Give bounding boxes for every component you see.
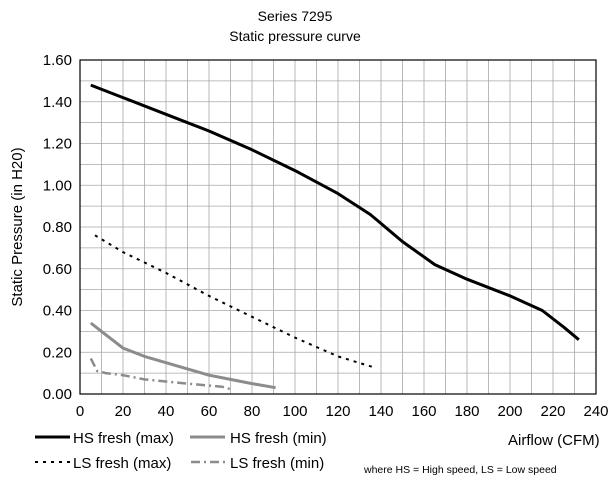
x-tick-label: 60 bbox=[201, 403, 218, 420]
y-tick-label: 0.40 bbox=[43, 303, 72, 320]
x-tick-label: 40 bbox=[158, 403, 175, 420]
x-tick-label: 20 bbox=[115, 403, 132, 420]
y-tick-label: 0.80 bbox=[43, 219, 72, 236]
series-line-1 bbox=[90, 83, 580, 341]
tick-labels: 0 20 40 60 80 100 120 140 160 180 200 220 240 0.00 0.2… bbox=[43, 52, 609, 420]
legend-label-hs-min: HS fresh (min) bbox=[230, 430, 327, 447]
series-line-3 bbox=[94, 234, 373, 368]
y-tick-label: 1.20 bbox=[43, 136, 72, 153]
x-tick-label: 0 bbox=[76, 403, 84, 420]
x-axis-label: Airflow (CFM) bbox=[508, 432, 600, 449]
y-tick-label: 0.60 bbox=[43, 261, 72, 278]
x-tick-label: 140 bbox=[368, 403, 393, 420]
x-tick-label: 100 bbox=[282, 403, 307, 420]
legend: HS fresh (max) HS fresh (min) LS fresh (… bbox=[35, 430, 557, 476]
x-tick-label: 120 bbox=[325, 403, 350, 420]
x-tick-label: 160 bbox=[411, 403, 436, 420]
y-tick-label: 0.20 bbox=[43, 344, 72, 361]
x-tick-label: 200 bbox=[497, 403, 522, 420]
series-lines bbox=[89, 83, 580, 392]
x-tick-label: 240 bbox=[583, 403, 608, 420]
legend-label-ls-min: LS fresh (min) bbox=[230, 455, 324, 472]
x-tick-label: 180 bbox=[454, 403, 479, 420]
chart-title: Series 7295 bbox=[258, 8, 333, 24]
legend-label-hs-max: HS fresh (max) bbox=[73, 430, 174, 447]
legend-note: where HS = High speed, LS = Low speed bbox=[363, 464, 557, 476]
y-tick-label: 1.60 bbox=[43, 52, 72, 69]
y-axis-label: Static Pressure (in H20) bbox=[9, 147, 26, 306]
y-tick-label: 1.00 bbox=[43, 177, 72, 194]
chart-subtitle: Static pressure curve bbox=[229, 28, 361, 44]
series-line-4 bbox=[89, 357, 234, 392]
plot-frame bbox=[79, 59, 597, 395]
y-tick-label: 1.40 bbox=[43, 94, 72, 111]
x-tick-label: 80 bbox=[244, 403, 261, 420]
series-line-2 bbox=[89, 321, 276, 390]
legend-label-ls-max: LS fresh (max) bbox=[73, 455, 171, 472]
x-tick-label: 220 bbox=[540, 403, 565, 420]
y-tick-label: 0.00 bbox=[43, 386, 72, 403]
